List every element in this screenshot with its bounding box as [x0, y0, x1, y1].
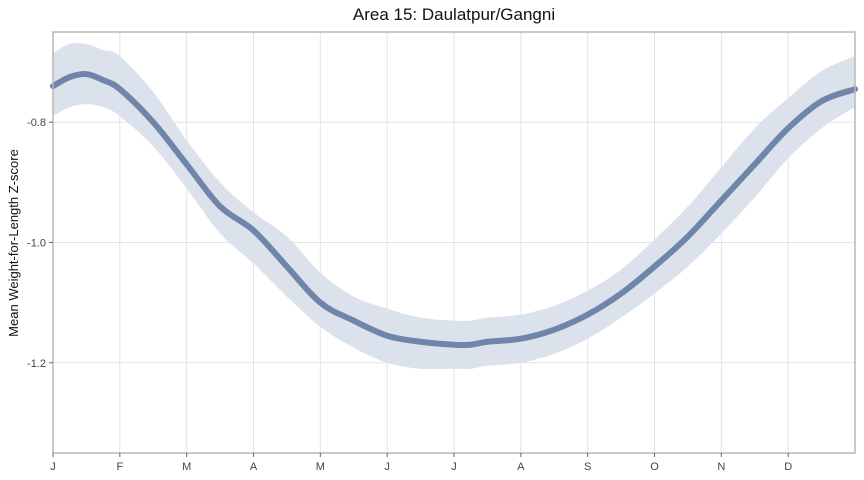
x-tick-label: M	[316, 461, 325, 473]
confidence-band	[53, 43, 855, 370]
x-tick-label: J	[451, 461, 457, 473]
y-tick-label: -1.2	[27, 358, 46, 370]
confidence-band-area	[53, 43, 855, 370]
x-tick-label: O	[650, 461, 659, 473]
y-axis-ticks: -0.8 -1.0 -1.2	[27, 117, 53, 370]
x-tick-label: J	[50, 461, 56, 473]
x-tick-label: A	[250, 461, 258, 473]
x-tick-label: F	[116, 461, 123, 473]
x-tick-label: J	[384, 461, 390, 473]
x-tick-label: D	[784, 461, 792, 473]
x-tick-label: A	[517, 461, 525, 473]
mean-z-score-line	[50, 71, 858, 349]
x-tick-label: S	[584, 461, 591, 473]
y-axis-label: Mean Weight-for-Length Z-score	[6, 149, 21, 337]
series-line	[50, 71, 858, 349]
y-tick-label: -1.0	[27, 238, 46, 250]
x-tick-label: M	[182, 461, 191, 473]
grid	[52, 32, 855, 453]
x-tick-label: N	[717, 461, 725, 473]
y-tick-label: -0.8	[27, 117, 46, 129]
chart-title: Area 15: Daulatpur/Gangni	[353, 5, 555, 24]
